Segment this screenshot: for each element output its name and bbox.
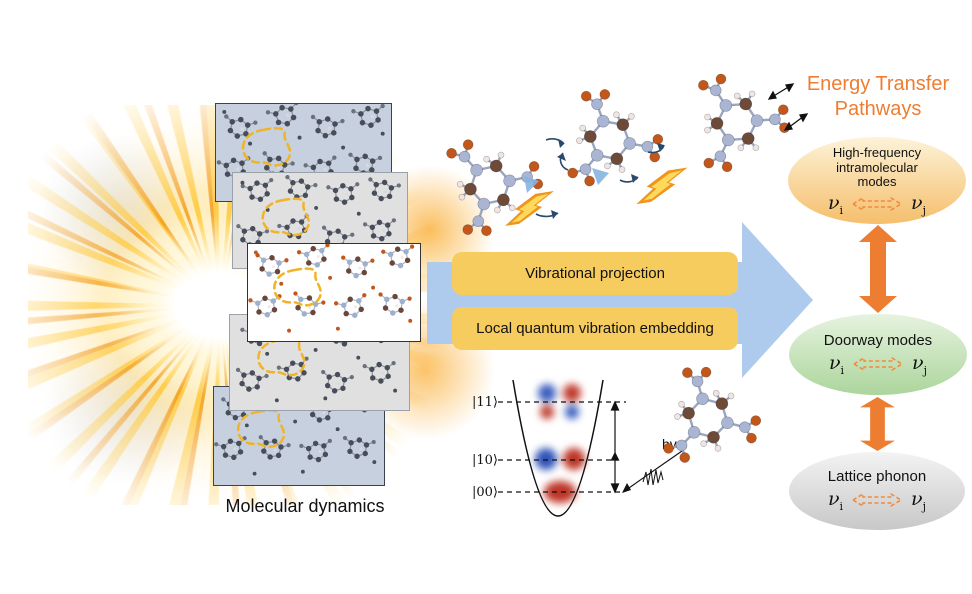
banner-local-quantum-vibration-embedding: Local quantum vibration embedding [452, 307, 738, 350]
mode-coupling: νi νj [828, 351, 928, 377]
md-panel-3-center [247, 243, 421, 342]
node-high-frequency-modes: High-frequency intramolecular modes νi ν… [788, 137, 966, 224]
potential-curve [512, 379, 604, 517]
lightning-bolt-icon [636, 156, 688, 216]
dashed-double-arrow-icon [852, 493, 902, 508]
dashed-double-arrow-icon [853, 357, 903, 371]
rotation-arrows [535, 138, 665, 219]
ket-11: |11⟩ [472, 395, 498, 410]
molecule-sequence [443, 68, 809, 242]
wavefunction-blobs [535, 384, 585, 503]
ket-10: |10⟩ [472, 453, 498, 468]
rdx-molecule-embedded [660, 360, 772, 480]
energy-levels [498, 401, 626, 493]
banner-label: Vibrational projection [525, 265, 665, 282]
hotspot-outline [273, 267, 322, 307]
mode-wedge [524, 176, 539, 193]
banner-vibrational-projection: Vibrational projection [452, 252, 738, 295]
energy-transfer-pathways-title: Energy Transfer Pathways [806, 73, 950, 120]
displacement-arrows [767, 83, 809, 131]
rdx-molecule-3 [696, 68, 794, 175]
photon-arrow [622, 450, 683, 493]
hotspot-outline [261, 197, 311, 237]
hotspot-outline [241, 126, 292, 167]
rdx-molecule-2 [564, 84, 671, 199]
mode-coupling: νi νj [827, 191, 927, 217]
transition-arrows [610, 400, 620, 494]
dashed-double-arrow-icon [852, 197, 902, 212]
banner-label: Local quantum vibration embedding [476, 320, 714, 337]
coupling-arrow-doorway-lattice [860, 397, 895, 451]
ket-00: |00⟩ [472, 485, 498, 500]
mode-coupling: νi νj [827, 488, 927, 513]
mode-wedge [592, 168, 609, 185]
node-doorway-modes: Doorway modes νi νj [789, 314, 967, 395]
md-caption: Molecular dynamics [225, 496, 385, 516]
coupling-arrow-high-doorway [859, 225, 897, 313]
quantum-well-diagram: |11⟩ |10⟩ |00⟩ hv [472, 360, 772, 517]
node-lattice-phonon: Lattice phonon νi νj [789, 452, 965, 530]
